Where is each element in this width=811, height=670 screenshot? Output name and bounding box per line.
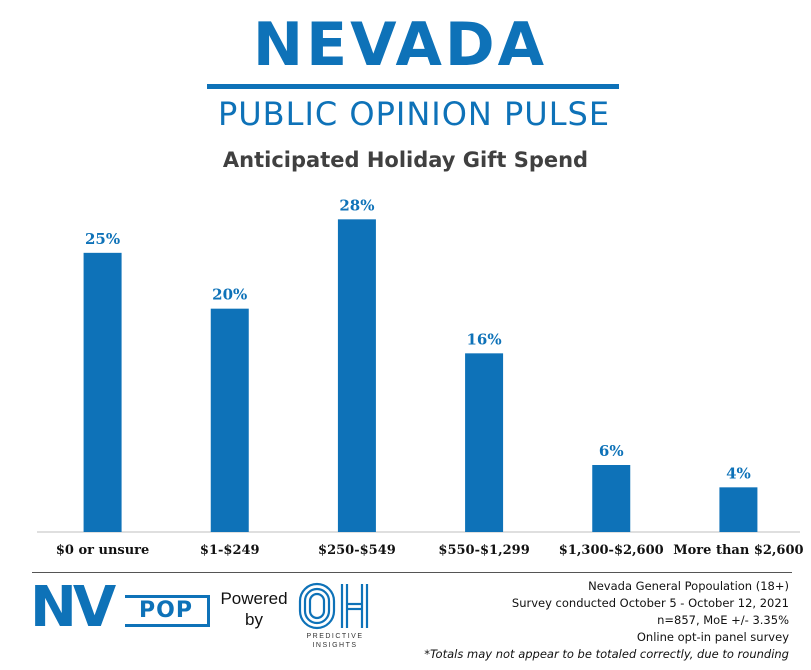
footer-divider (32, 572, 792, 573)
bar-value-label: 4% (726, 464, 751, 482)
bar (337, 219, 376, 533)
note-population: Nevada General Popoulation (18+) (588, 579, 789, 593)
x-tick-label: $1-$249 (200, 543, 260, 558)
brand-divider (207, 84, 619, 89)
note-method: Online opt-in panel survey (636, 630, 789, 644)
survey-notes: Nevada General Popoulation (18+) Survey … (424, 578, 789, 663)
oh-logo-caption: PREDICTIVE INSIGHTS (290, 632, 380, 650)
bar (210, 308, 249, 532)
note-rounding-disclaimer: *Totals may not appear to be totaled cor… (424, 647, 789, 661)
oh-predictive-insights-logo (298, 582, 369, 630)
nvpop-logo-pop: POP (125, 595, 210, 627)
powered-by-line-1: Powered (220, 589, 288, 608)
oh-logo-caption-line-1: PREDICTIVE (306, 633, 364, 640)
oh-logo-caption-line-2: INSIGHTS (312, 642, 358, 649)
bar (465, 353, 504, 532)
x-tick-label: $0 or unsure (56, 543, 149, 558)
powered-by-text: Powered by (218, 588, 290, 630)
bar-value-label: 20% (212, 286, 247, 304)
nvpop-logo-nv: NV (30, 575, 116, 640)
header: NEVADA PUBLIC OPINION PULSE (0, 0, 811, 140)
x-tick-label: More than $2,600 (673, 543, 803, 558)
brand-title: NEVADA (252, 10, 548, 80)
note-sample: n=857, MoE +/- 3.35% (657, 613, 789, 627)
bar-value-label: 16% (467, 330, 502, 348)
x-tick-label: $1,300-$2,600 (559, 543, 664, 558)
bar-value-label: 28% (339, 196, 374, 214)
bar-chart: 25% $0 or unsure 20% $1-$249 28% $250-$549 16%… (37, 196, 804, 558)
brand-subtitle: PUBLIC OPINION PULSE (217, 95, 611, 133)
powered-by-line-2: by (245, 610, 263, 629)
note-dates: Survey conducted October 5 - October 12,… (511, 596, 789, 610)
bar (719, 487, 758, 532)
bar (83, 252, 122, 532)
bar-value-label: 6% (599, 442, 624, 460)
bar-value-label: 25% (85, 230, 120, 248)
x-tick-label: $250-$549 (318, 543, 396, 558)
bar (592, 465, 631, 532)
nvpop-logo: NV POP (30, 577, 212, 639)
chart-title: Anticipated Holiday Gift Spend (222, 148, 589, 172)
x-tick-label: $550-$1,299 (438, 543, 529, 558)
